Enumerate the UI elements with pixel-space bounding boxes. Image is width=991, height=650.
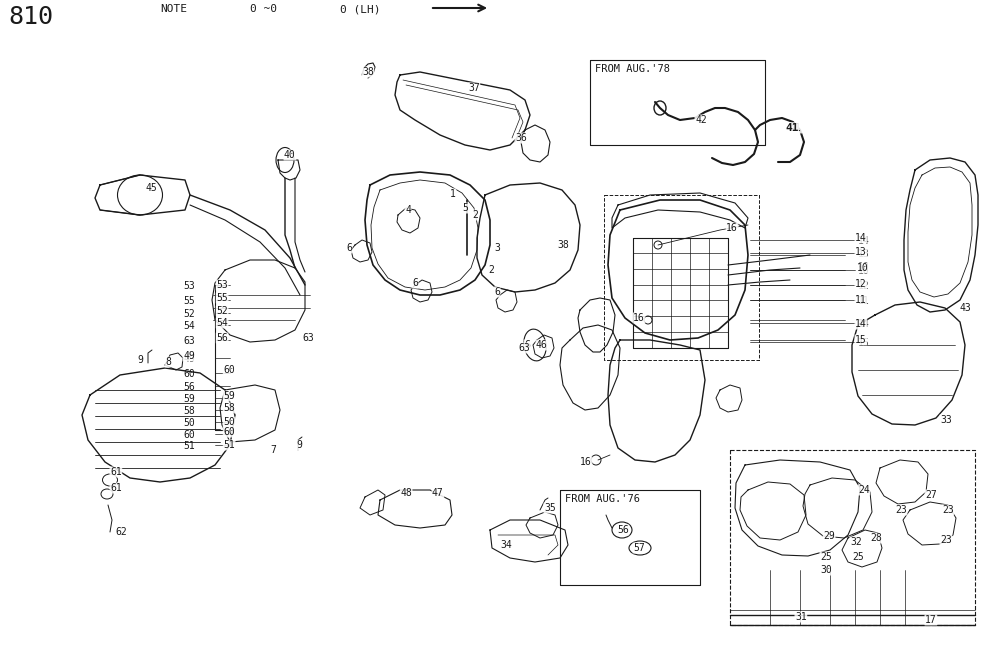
Text: 58: 58 xyxy=(223,403,235,413)
Text: 54: 54 xyxy=(216,318,228,328)
Text: 9: 9 xyxy=(296,440,302,450)
Text: 12: 12 xyxy=(858,281,870,291)
Text: 50: 50 xyxy=(183,418,195,428)
Text: 60: 60 xyxy=(183,369,195,379)
Text: 6: 6 xyxy=(524,340,530,350)
Text: 32: 32 xyxy=(850,537,862,547)
Text: 45: 45 xyxy=(145,183,157,193)
Text: 53: 53 xyxy=(183,281,195,291)
Text: 52: 52 xyxy=(216,306,228,316)
Text: 14: 14 xyxy=(858,319,870,329)
Text: 16: 16 xyxy=(726,223,738,233)
Text: 38: 38 xyxy=(362,67,374,77)
Text: 38: 38 xyxy=(557,240,569,250)
Text: 60: 60 xyxy=(183,430,195,440)
Text: 6: 6 xyxy=(495,287,500,297)
Text: 59: 59 xyxy=(183,394,195,404)
Text: 13: 13 xyxy=(855,247,867,257)
Text: 0 (LH): 0 (LH) xyxy=(340,4,381,14)
Text: 54: 54 xyxy=(183,321,195,331)
Text: 11: 11 xyxy=(858,296,870,306)
Text: 49: 49 xyxy=(183,354,195,364)
Text: 23: 23 xyxy=(942,505,953,515)
Text: 0 ~0: 0 ~0 xyxy=(250,4,277,14)
Text: 34: 34 xyxy=(500,540,511,550)
Text: 60: 60 xyxy=(223,365,235,375)
Text: 27: 27 xyxy=(925,490,936,500)
Text: 3: 3 xyxy=(495,243,500,253)
Text: 29: 29 xyxy=(824,531,835,541)
Text: 28: 28 xyxy=(870,533,882,543)
Text: 10: 10 xyxy=(858,266,870,276)
Text: 59: 59 xyxy=(223,391,235,401)
Text: 42: 42 xyxy=(695,115,707,125)
Text: 36: 36 xyxy=(515,133,527,143)
Text: 56: 56 xyxy=(216,333,228,343)
Text: NOTE: NOTE xyxy=(160,4,187,14)
Text: 12: 12 xyxy=(855,279,867,289)
Text: 62: 62 xyxy=(115,527,127,537)
Text: 7: 7 xyxy=(270,445,275,455)
Text: 15: 15 xyxy=(858,338,870,348)
Text: 60: 60 xyxy=(223,427,235,437)
Text: FROM AUG.'78: FROM AUG.'78 xyxy=(595,64,670,74)
Text: 8: 8 xyxy=(165,357,170,367)
Text: 24: 24 xyxy=(858,485,870,495)
Text: 57: 57 xyxy=(633,543,645,553)
Text: 52: 52 xyxy=(183,309,195,319)
Text: 11: 11 xyxy=(855,295,867,305)
Text: 33: 33 xyxy=(940,415,951,425)
Text: 14: 14 xyxy=(855,233,867,243)
Text: 56: 56 xyxy=(617,525,628,535)
Text: 10: 10 xyxy=(858,262,870,272)
Text: 14: 14 xyxy=(858,236,870,246)
Text: 14: 14 xyxy=(855,319,867,329)
Text: FROM AUG.'76: FROM AUG.'76 xyxy=(565,494,640,504)
Text: 6: 6 xyxy=(346,243,352,253)
Text: 10: 10 xyxy=(857,263,869,273)
Text: 49: 49 xyxy=(183,351,195,361)
Text: 55: 55 xyxy=(183,296,195,306)
Text: 58: 58 xyxy=(183,406,195,416)
Text: 51: 51 xyxy=(183,441,195,451)
Text: 56: 56 xyxy=(183,382,195,392)
Text: 47: 47 xyxy=(432,488,444,498)
Text: 16: 16 xyxy=(581,457,592,467)
Text: 9: 9 xyxy=(137,355,143,365)
Text: 50: 50 xyxy=(223,417,235,427)
Text: 61: 61 xyxy=(110,483,122,493)
Text: 23: 23 xyxy=(895,505,907,515)
Text: 13: 13 xyxy=(858,249,870,259)
Text: 1: 1 xyxy=(450,189,456,199)
Text: 48: 48 xyxy=(400,488,412,498)
Text: 25: 25 xyxy=(820,552,831,562)
Text: 41: 41 xyxy=(790,123,802,133)
Text: 23: 23 xyxy=(940,535,951,545)
Text: 5: 5 xyxy=(462,203,468,213)
Text: 6: 6 xyxy=(412,278,418,288)
Text: 30: 30 xyxy=(820,565,831,575)
Text: 53: 53 xyxy=(216,280,228,290)
Text: 810: 810 xyxy=(8,5,53,29)
Text: 16: 16 xyxy=(633,313,645,323)
Text: 63: 63 xyxy=(518,343,530,353)
Text: 35: 35 xyxy=(544,503,556,513)
Text: 46: 46 xyxy=(536,340,548,350)
Text: 15: 15 xyxy=(855,335,867,345)
Text: 51: 51 xyxy=(223,440,235,450)
Text: 37: 37 xyxy=(468,83,480,93)
Text: 40: 40 xyxy=(284,150,295,160)
Text: 41: 41 xyxy=(785,123,799,133)
Text: 4: 4 xyxy=(405,205,411,215)
Text: 63: 63 xyxy=(302,333,314,343)
Text: 17: 17 xyxy=(925,615,936,625)
Text: 61: 61 xyxy=(110,467,122,477)
Text: 2: 2 xyxy=(488,265,494,275)
Text: 25: 25 xyxy=(852,552,864,562)
Text: 2: 2 xyxy=(472,210,478,220)
Text: 31: 31 xyxy=(795,612,807,622)
Text: 43: 43 xyxy=(960,303,972,313)
Text: 63: 63 xyxy=(183,336,195,346)
Text: 55: 55 xyxy=(216,293,228,303)
